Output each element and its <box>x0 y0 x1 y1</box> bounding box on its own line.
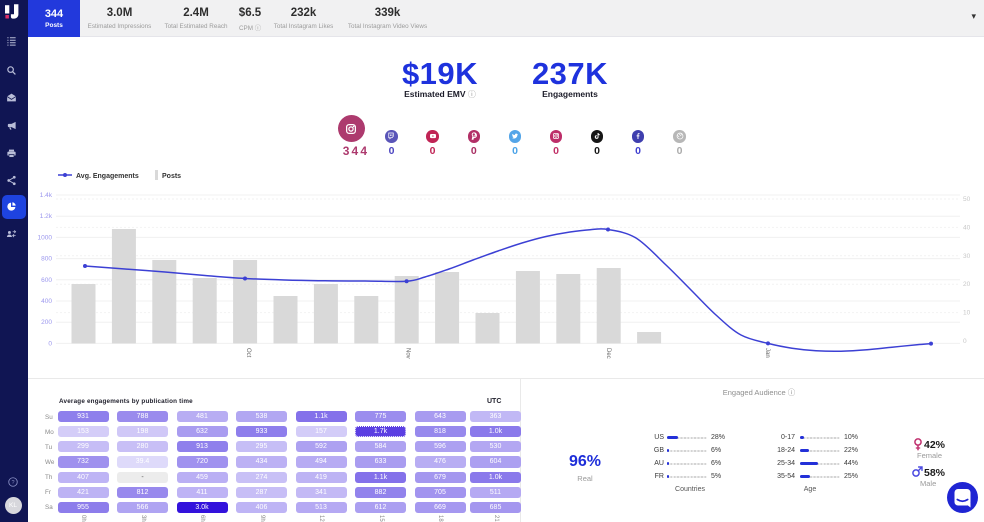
svg-text:10: 10 <box>963 310 971 317</box>
svg-text:1000: 1000 <box>38 234 53 241</box>
svg-text:?: ? <box>11 480 14 486</box>
svg-text:600: 600 <box>41 277 52 284</box>
svg-text:Posts: Posts <box>162 173 181 180</box>
svg-text:20: 20 <box>963 281 971 288</box>
svg-text:0: 0 <box>963 338 967 345</box>
svg-text:200: 200 <box>41 319 52 326</box>
svg-text:Nov: Nov <box>405 348 411 359</box>
svg-text:0: 0 <box>48 340 52 347</box>
svg-text:40: 40 <box>963 224 971 231</box>
svg-text:1.4k: 1.4k <box>40 192 53 199</box>
svg-text:Oct: Oct <box>245 348 251 358</box>
svg-text:1.2k: 1.2k <box>40 213 53 220</box>
svg-text:Dec: Dec <box>605 348 611 359</box>
svg-text:Avg. Engagements: Avg. Engagements <box>76 173 139 180</box>
svg-text:400: 400 <box>41 298 52 305</box>
svg-text:30: 30 <box>963 253 971 260</box>
svg-text:Jan: Jan <box>764 348 770 358</box>
svg-text:50: 50 <box>963 196 971 203</box>
svg-text:800: 800 <box>41 256 52 263</box>
